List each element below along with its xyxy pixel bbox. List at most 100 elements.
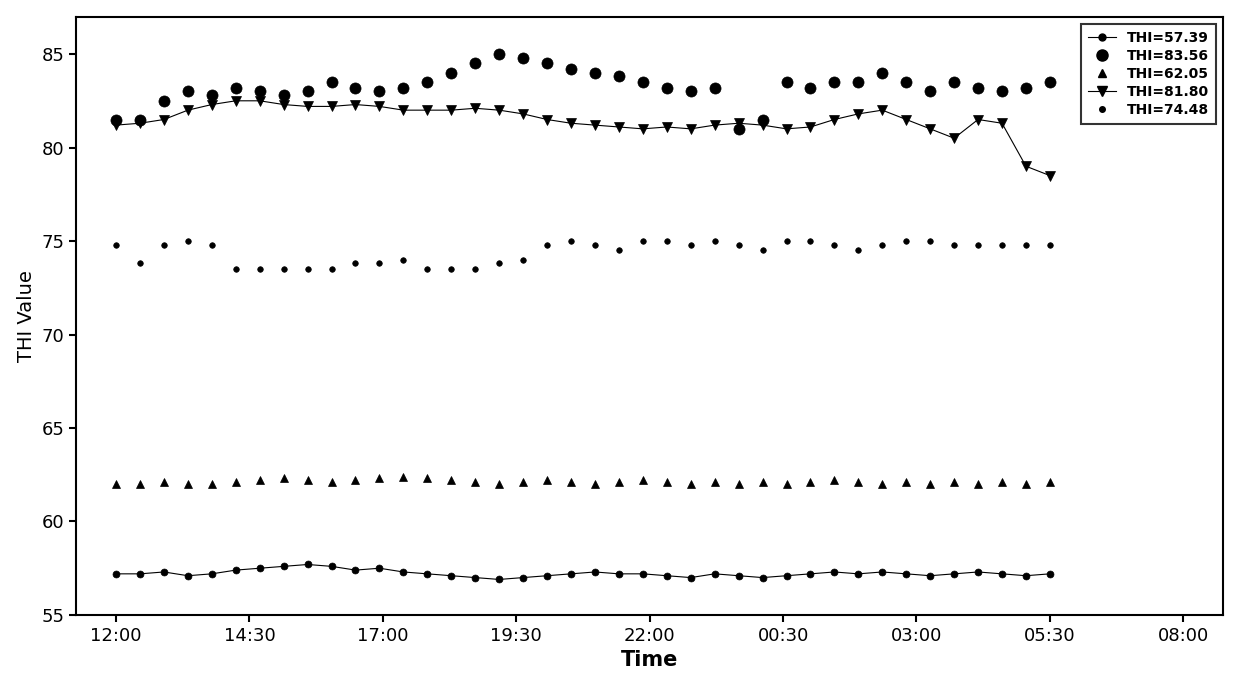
THI=74.48 bbox=[899, 237, 914, 245]
THI=74.48 bbox=[1018, 240, 1033, 249]
THI=81.80 bbox=[851, 110, 866, 118]
THI=81.80 bbox=[563, 119, 578, 127]
THI=57.39 bbox=[277, 562, 291, 570]
THI=74.48 bbox=[707, 237, 722, 245]
THI=81.80 bbox=[252, 97, 267, 105]
THI=81.80 bbox=[1043, 172, 1058, 180]
THI=74.48 bbox=[109, 240, 124, 249]
THI=74.48 bbox=[683, 240, 698, 249]
THI=57.39 bbox=[205, 570, 219, 578]
THI=81.80 bbox=[635, 125, 650, 133]
THI=83.56 bbox=[277, 91, 291, 100]
THI=83.56 bbox=[252, 87, 267, 95]
THI=62.05 bbox=[492, 480, 507, 488]
THI=57.39 bbox=[611, 570, 626, 578]
THI=74.48 bbox=[779, 237, 794, 245]
THI=83.56 bbox=[683, 87, 698, 95]
THI=62.05 bbox=[396, 473, 410, 481]
THI=62.05 bbox=[660, 478, 675, 486]
THI=57.39 bbox=[444, 572, 459, 580]
THI=74.48 bbox=[372, 260, 387, 268]
THI=62.05 bbox=[946, 478, 961, 486]
THI=74.48 bbox=[971, 240, 986, 249]
THI=83.56 bbox=[1043, 78, 1058, 87]
THI=83.56 bbox=[635, 78, 650, 87]
THI=83.56 bbox=[994, 87, 1009, 95]
THI=62.05 bbox=[732, 480, 746, 488]
THI=57.39 bbox=[755, 574, 770, 582]
THI=81.80 bbox=[181, 106, 196, 114]
THI=81.80 bbox=[923, 125, 937, 133]
THI=74.48 bbox=[205, 240, 219, 249]
THI=81.80 bbox=[732, 119, 746, 127]
THI=62.05 bbox=[277, 474, 291, 482]
THI=57.39 bbox=[420, 570, 435, 578]
THI=62.05 bbox=[899, 478, 914, 486]
THI=62.05 bbox=[133, 480, 148, 488]
THI=57.39 bbox=[660, 572, 675, 580]
THI=57.39 bbox=[228, 566, 243, 574]
THI=83.56 bbox=[109, 115, 124, 124]
THI=74.48 bbox=[396, 256, 410, 264]
Line: THI=74.48: THI=74.48 bbox=[113, 238, 1053, 272]
THI=83.56 bbox=[1018, 84, 1033, 92]
THI=57.39 bbox=[372, 564, 387, 572]
THI=57.39 bbox=[492, 575, 507, 583]
THI=83.56 bbox=[467, 59, 482, 67]
THI=81.80 bbox=[660, 123, 675, 131]
THI=57.39 bbox=[181, 572, 196, 580]
THI=83.56 bbox=[348, 84, 363, 92]
THI=81.80 bbox=[492, 106, 507, 114]
THI=83.56 bbox=[779, 78, 794, 87]
THI=74.48 bbox=[611, 246, 626, 254]
THI=57.39 bbox=[1018, 572, 1033, 580]
Legend: THI=57.39, THI=83.56, THI=62.05, THI=81.80, THI=74.48: THI=57.39, THI=83.56, THI=62.05, THI=81.… bbox=[1081, 23, 1216, 124]
THI=81.80 bbox=[277, 100, 291, 109]
THI=81.80 bbox=[156, 115, 171, 124]
THI=57.39 bbox=[851, 570, 866, 578]
THI=83.56 bbox=[516, 54, 531, 62]
THI=74.48 bbox=[804, 237, 818, 245]
THI=81.80 bbox=[324, 102, 339, 111]
X-axis label: Time: Time bbox=[621, 651, 678, 671]
THI=74.48 bbox=[420, 265, 435, 273]
THI=83.56 bbox=[732, 125, 746, 133]
THI=74.48 bbox=[156, 240, 171, 249]
THI=81.80 bbox=[683, 125, 698, 133]
THI=62.05 bbox=[348, 476, 363, 484]
THI=81.80 bbox=[539, 115, 554, 124]
THI=83.56 bbox=[851, 78, 866, 87]
THI=62.05 bbox=[1043, 478, 1058, 486]
THI=57.39 bbox=[300, 561, 315, 569]
THI=57.39 bbox=[133, 570, 148, 578]
THI=74.48 bbox=[755, 246, 770, 254]
THI=81.80 bbox=[994, 119, 1009, 127]
THI=57.39 bbox=[827, 568, 842, 576]
THI=83.56 bbox=[492, 50, 507, 58]
THI=62.05 bbox=[707, 478, 722, 486]
THI=81.80 bbox=[971, 115, 986, 124]
THI=57.39 bbox=[156, 568, 171, 576]
THI=74.48 bbox=[563, 237, 578, 245]
THI=57.39 bbox=[971, 568, 986, 576]
THI=62.05 bbox=[516, 478, 531, 486]
THI=74.48 bbox=[348, 260, 363, 268]
THI=83.56 bbox=[133, 115, 148, 124]
THI=74.48 bbox=[133, 260, 148, 268]
THI=81.80 bbox=[109, 121, 124, 129]
THI=74.48 bbox=[923, 237, 937, 245]
THI=83.56 bbox=[899, 78, 914, 87]
Line: THI=83.56: THI=83.56 bbox=[110, 49, 1055, 135]
THI=62.05 bbox=[563, 478, 578, 486]
THI=57.39 bbox=[563, 570, 578, 578]
THI=57.39 bbox=[109, 570, 124, 578]
THI=57.39 bbox=[683, 574, 698, 582]
THI=81.80 bbox=[875, 106, 890, 114]
THI=62.05 bbox=[851, 478, 866, 486]
THI=62.05 bbox=[635, 476, 650, 484]
THI=62.05 bbox=[923, 480, 937, 488]
THI=74.48 bbox=[324, 265, 339, 273]
THI=83.56 bbox=[444, 69, 459, 77]
THI=81.80 bbox=[755, 121, 770, 129]
THI=57.39 bbox=[324, 562, 339, 570]
